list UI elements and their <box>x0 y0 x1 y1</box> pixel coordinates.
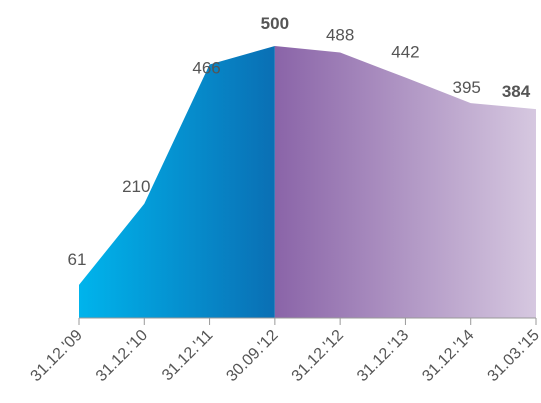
data-label: 488 <box>326 26 354 45</box>
data-label: 210 <box>122 177 150 196</box>
area-segment-history <box>79 46 275 318</box>
area-segment-recent <box>274 46 536 318</box>
data-label: 395 <box>453 78 481 97</box>
x-tick-label: 31.12.'12 <box>289 327 347 385</box>
x-axis <box>78 317 537 325</box>
x-tick-label: 31.12.'14 <box>419 327 477 385</box>
x-tick-label: 31.12.'10 <box>93 327 151 385</box>
x-tick-labels: 31.12.'09 31.12.'10 31.12.'11 30.09.'12 31.1… <box>28 327 541 385</box>
x-tick-label: 31.03.'15 <box>485 327 541 385</box>
data-label: 466 <box>192 58 220 77</box>
area-series <box>79 46 536 318</box>
x-tick-label: 30.09.'12 <box>223 327 281 385</box>
x-tick-label: 31.12.'13 <box>354 327 412 385</box>
data-label: 442 <box>391 43 419 62</box>
x-tick-label: 31.12.'09 <box>28 327 86 385</box>
data-label: 500 <box>261 14 289 33</box>
x-tick-label: 31.12.'11 <box>159 327 216 384</box>
data-labels: 61 210 466 500 488 442 395 384 <box>68 14 531 269</box>
data-label: 61 <box>68 250 87 269</box>
data-label: 384 <box>502 82 531 101</box>
